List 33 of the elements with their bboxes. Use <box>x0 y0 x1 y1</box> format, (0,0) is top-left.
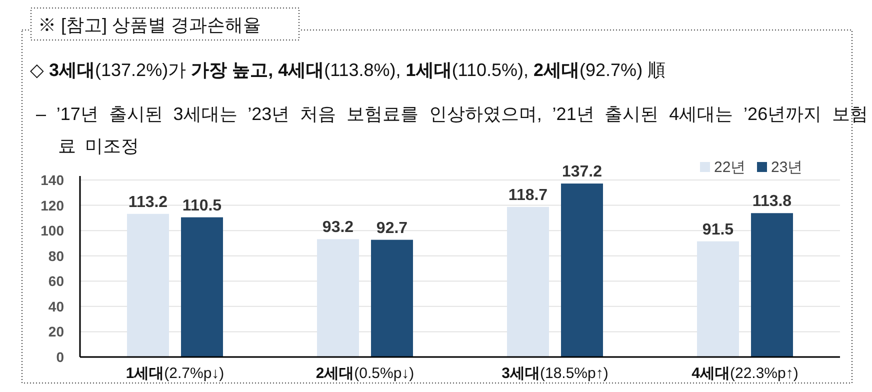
bar <box>317 239 359 357</box>
data-label: 92.7 <box>376 220 408 237</box>
bar <box>371 240 413 357</box>
legend-label: 23년 <box>771 159 803 176</box>
x-tick-label: 3세대(18.5%p↑) <box>502 365 608 382</box>
bar <box>751 213 793 357</box>
chart-title: ※ [참고] 상품별 경과손해율 <box>38 15 262 35</box>
y-tick-label: 80 <box>48 248 64 264</box>
data-label: 91.5 <box>702 221 734 238</box>
text: – ’17년 출시된 3세대는 ’23년 처음 보험료를 인상하였으며, ’21년 출시된 4세대는 ’26년까지 보험료 미조정 <box>36 104 868 156</box>
bar <box>507 206 549 357</box>
y-tick-label: 100 <box>40 222 64 239</box>
data-label: 118.7 <box>508 186 548 204</box>
data-label: 137.2 <box>562 164 602 181</box>
text: ◇ 3세대(137.2%)가 가장 높고, 4세대(113.8%), 1세대(110.5%), 2세대(92.7%) 順 <box>30 60 666 80</box>
x-tick-label: 2세대(0.5%p↓) <box>316 365 414 382</box>
y-tick-label: 0 <box>56 349 64 365</box>
legend-label: 22년 <box>714 159 746 176</box>
data-label: 113.2 <box>128 194 168 211</box>
y-tick-label: 20 <box>48 324 64 340</box>
y-tick-label: 60 <box>48 273 64 290</box>
y-tick-label: 40 <box>48 298 64 314</box>
y-tick-label: 120 <box>40 197 64 214</box>
data-label: 110.5 <box>182 197 222 214</box>
bar <box>697 241 739 357</box>
x-tick-label: 4세대(22.3%p↑) <box>692 365 798 382</box>
x-tick-label: 1세대(2.7%p↓) <box>126 365 224 382</box>
bar <box>127 214 169 357</box>
y-tick-label: 140 <box>40 172 64 188</box>
data-label: 113.8 <box>752 193 792 210</box>
data-label: 93.2 <box>322 219 354 236</box>
bar <box>561 184 603 357</box>
bar <box>181 217 223 357</box>
